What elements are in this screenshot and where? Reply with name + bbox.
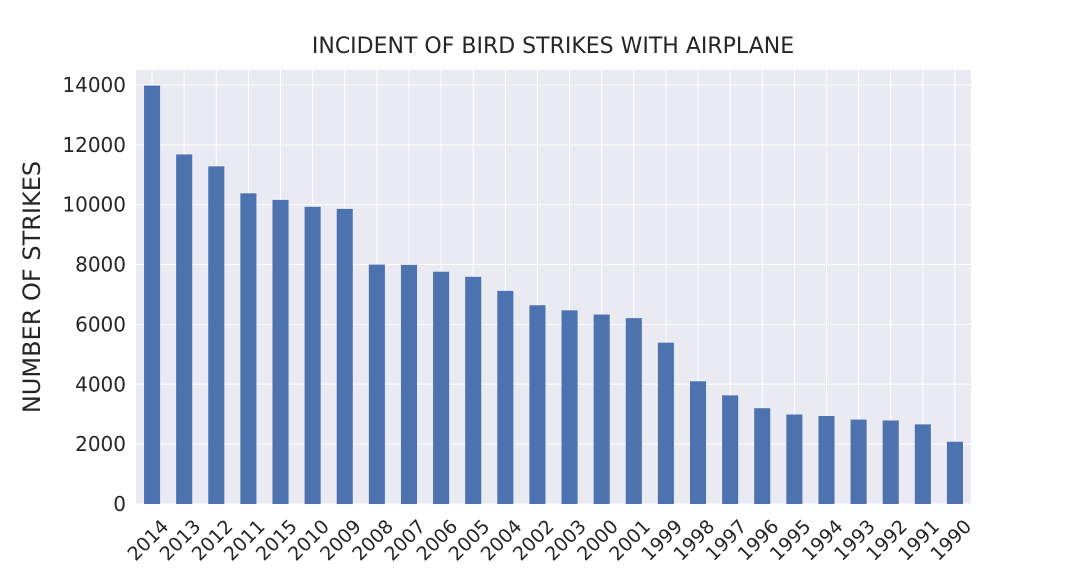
bar-1994 [818, 416, 835, 504]
bar-2015 [272, 199, 289, 504]
bar-2005 [465, 276, 482, 504]
bar-2001 [625, 318, 642, 504]
bar-2002 [529, 305, 546, 504]
y-tick-label: 10000 [62, 193, 126, 217]
bar-2010 [304, 206, 321, 504]
x-axis-ticks: 2014201320122011201520102009200820072006… [123, 516, 976, 566]
bar-2000 [593, 314, 610, 504]
bars [144, 85, 963, 504]
bar-1998 [689, 381, 707, 504]
bar-2003 [561, 310, 578, 504]
bar-1997 [722, 395, 739, 504]
y-tick-label: 12000 [62, 133, 126, 157]
bar-2004 [497, 290, 514, 504]
bar-2013 [176, 154, 193, 504]
bar-2007 [400, 264, 418, 504]
bar-1996 [754, 408, 771, 504]
y-tick-label: 4000 [75, 372, 126, 396]
bar-2012 [208, 166, 225, 504]
bar-1995 [786, 414, 803, 504]
bar-1992 [882, 420, 899, 504]
y-tick-label: 6000 [75, 312, 126, 336]
bar-1990 [946, 441, 963, 504]
y-axis-ticks: 0 2000 4000 6000 8000 10000 12000 14000 [62, 73, 126, 516]
bar-2011 [240, 193, 257, 504]
y-axis-label: NUMBER OF STRIKES [18, 161, 46, 413]
y-tick-label: 8000 [75, 253, 126, 277]
plot-area [136, 70, 971, 504]
y-tick-label: 2000 [75, 432, 126, 456]
bar-1993 [850, 419, 867, 504]
chart-title: INCIDENT OF BIRD STRIKES WITH AIRPLANE [312, 34, 794, 59]
bar-1999 [657, 342, 674, 504]
bar-2008 [368, 264, 385, 504]
bar-1991 [914, 424, 931, 504]
y-tick-label: 14000 [62, 73, 126, 97]
bar-2014 [144, 85, 161, 504]
y-tick-label: 0 [113, 492, 126, 516]
bar-2009 [336, 208, 353, 504]
bar-2006 [433, 271, 450, 504]
